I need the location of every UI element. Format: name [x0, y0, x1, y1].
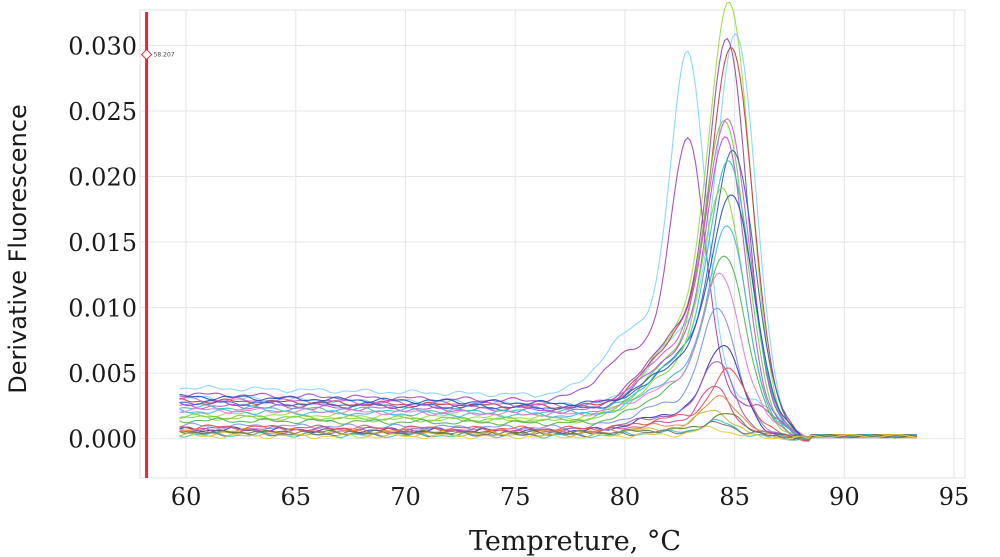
series-line [179, 186, 917, 439]
x-tick-label: 95 [939, 483, 970, 511]
x-tick-label: 80 [610, 483, 641, 511]
x-tick-label: 70 [390, 483, 421, 511]
y-axis-title: Derivative Fluorescence [4, 104, 32, 393]
series-line [179, 272, 917, 439]
y-tick-label: 0.025 [68, 98, 137, 126]
x-axis-title: Tempreture, °C [469, 526, 681, 557]
y-tick-labels: 0.000 0.005 0.010 0.015 0.020 0.025 0.030 [68, 32, 137, 453]
grid [140, 10, 965, 478]
plot-border [139, 9, 966, 479]
series-layer [179, 1, 917, 442]
x-tick-label: 75 [500, 483, 531, 511]
plot-frame [139, 9, 966, 479]
x-tick-label: 90 [829, 483, 860, 511]
series-line [179, 160, 917, 441]
series-line [179, 47, 917, 440]
cursor-marker [140, 48, 153, 61]
x-tick-label: 65 [281, 483, 312, 511]
x-tick-labels: 60 65 70 75 80 85 90 95 [171, 483, 969, 511]
cursor-layer[interactable]: 58.207 [140, 12, 175, 478]
x-tick-label: 60 [171, 483, 202, 511]
y-tick-label: 0.005 [68, 360, 137, 388]
y-tick-label: 0.020 [68, 163, 137, 191]
y-tick-label: 0.000 [68, 426, 137, 454]
y-tick-label: 0.030 [68, 32, 137, 60]
series-line [179, 420, 917, 441]
cursor-label: 58.207 [154, 52, 175, 59]
y-tick-label: 0.015 [68, 229, 137, 257]
series-line [179, 425, 917, 441]
y-tick-label: 0.010 [68, 295, 137, 323]
series-line [179, 225, 917, 440]
x-tick-label: 85 [719, 483, 750, 511]
series-line [179, 194, 917, 439]
